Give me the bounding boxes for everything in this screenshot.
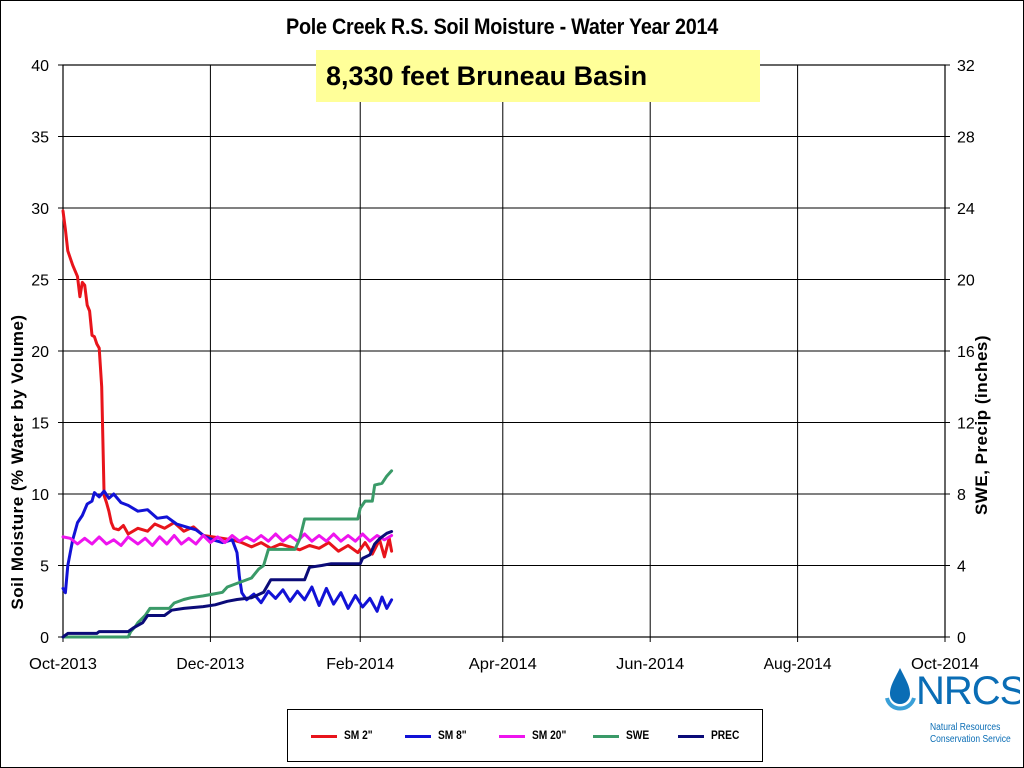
series-line-sm8	[61, 489, 394, 613]
x-tick-label: Jun-2014	[616, 656, 684, 673]
x-tick-label: Oct-2014	[911, 656, 979, 673]
legend-swatch-sm2	[311, 735, 337, 738]
axes	[58, 64, 950, 642]
legend-swatch-prec	[678, 735, 704, 738]
legend-swatch-sm8	[405, 735, 431, 738]
y-tick-label-left: 15	[31, 416, 49, 433]
y-axis-label-left: Soil Moisture (% Water by Volume)	[8, 314, 27, 610]
chart-title: Pole Creek R.S. Soil Moisture - Water Ye…	[286, 14, 718, 39]
nrcs-wordmark: NRCS	[916, 669, 1020, 713]
series-line-swe	[61, 469, 394, 639]
x-tick-label: Oct-2013	[29, 656, 97, 673]
series-line-sm2	[61, 209, 394, 559]
grid	[62, 64, 946, 638]
y-tick-label-right: 32	[957, 58, 975, 75]
y-tick-label-right: 24	[957, 201, 975, 218]
series-line-prec	[61, 530, 394, 639]
y-tick-label-right: 28	[957, 130, 975, 147]
legend-label-sm8: SM 8"	[438, 728, 467, 742]
chart-subtitle: 8,330 feet Bruneau Basin	[316, 50, 760, 102]
x-tick-label: Aug-2014	[764, 656, 832, 673]
y-tick-label-right: 4	[957, 559, 966, 576]
y-tick-label-left: 40	[31, 58, 49, 75]
x-tick-label: Dec-2013	[176, 656, 244, 673]
y-tick-label-right: 20	[957, 273, 975, 290]
y-tick-label-right: 12	[957, 416, 975, 433]
series-line-sm20	[61, 532, 394, 547]
y-tick-label-right: 16	[957, 344, 975, 361]
tick-labels: 0 5 10 15 20 25 30 35 40 0 4 8 12 16 20 24 28 32 Oct-2013 D…	[29, 58, 979, 673]
y-tick-label-left: 30	[31, 201, 49, 218]
legend-swatch-swe	[593, 735, 619, 738]
y-axis-label-right: SWE, Precip (inches)	[972, 334, 991, 516]
legend-label-swe: SWE	[626, 728, 650, 742]
legend-label-sm20: SM 20"	[532, 728, 567, 742]
legend-swatch-sm20	[499, 735, 525, 738]
y-tick-label-right: 8	[957, 487, 966, 504]
nrcs-agency-line2: Conservation Service	[930, 734, 1011, 745]
nrcs-logo: NRCS	[885, 668, 1020, 713]
legend: SM 2" SM 8" SM 20" SWE PREC	[287, 709, 763, 762]
nrcs-agency-line1: Natural Resources	[930, 722, 1001, 733]
nrcs-agency-name: Natural Resources Conservation Service	[930, 722, 1011, 746]
y-tick-label-left: 10	[31, 487, 49, 504]
legend-label-prec: PREC	[711, 728, 740, 742]
legend-label-sm2: SM 2"	[344, 728, 373, 742]
y-tick-label-left: 35	[31, 130, 49, 147]
x-tick-label: Apr-2014	[469, 656, 537, 673]
y-tick-label-right: 0	[957, 630, 966, 647]
series	[61, 209, 394, 639]
y-tick-label-left: 25	[31, 273, 49, 290]
y-tick-label-left: 5	[40, 559, 49, 576]
y-tick-label-left: 0	[40, 630, 49, 647]
y-tick-label-left: 20	[31, 344, 49, 361]
x-tick-label: Feb-2014	[326, 656, 394, 673]
water-drop-icon	[885, 668, 916, 711]
